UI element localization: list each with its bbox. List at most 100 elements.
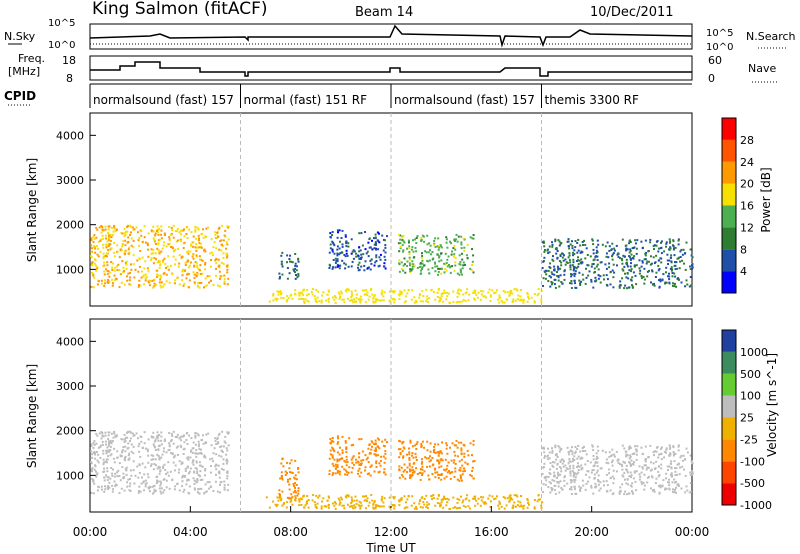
echo-cell (672, 245, 675, 247)
echo-cell (556, 471, 559, 474)
ground-scatter-cell (426, 504, 429, 507)
echo-cell (548, 266, 551, 268)
ground-scatter-cell (339, 295, 342, 298)
echo-cell (159, 278, 162, 281)
echo-cell (182, 475, 185, 478)
ground-scatter-cell (340, 290, 343, 293)
ground-scatter-cell (480, 496, 483, 499)
echo-cell (455, 444, 458, 447)
ground-scatter-cell (403, 495, 406, 498)
ground-scatter-cell (383, 291, 386, 294)
echo-cell (227, 444, 230, 447)
echo-cell (331, 473, 334, 476)
echo-cell (639, 475, 642, 478)
echo-cell (134, 474, 137, 477)
ground-scatter-cell (302, 293, 305, 296)
ground-scatter-cell (280, 293, 282, 296)
ground-scatter-cell (382, 505, 385, 508)
echo-cell (564, 263, 567, 266)
echo-cell (223, 440, 226, 443)
echo-cell (657, 269, 660, 272)
echo-cell (674, 488, 676, 491)
echo-cell (120, 249, 123, 252)
echo-cell (625, 276, 628, 279)
echo-cell (554, 247, 557, 250)
echo-cell (122, 271, 125, 273)
echo-cell (577, 238, 580, 241)
echo-cell (113, 475, 116, 478)
echo-cell (592, 263, 595, 265)
echo-cell (99, 250, 102, 253)
echo-cell (406, 265, 409, 267)
echo-cell (685, 279, 688, 282)
echo-cell (384, 452, 387, 455)
echo-cell (553, 489, 556, 492)
echo-cell (138, 450, 141, 453)
echo-cell (643, 267, 646, 270)
echo-cell (555, 467, 558, 470)
echo-cell (667, 275, 669, 278)
echo-cell (223, 488, 226, 491)
echo-cell (166, 265, 169, 268)
ground-scatter-cell (331, 502, 334, 505)
echo-cell (353, 250, 356, 253)
ground-scatter-cell (479, 298, 482, 301)
echo-cell (397, 242, 400, 245)
ground-scatter-cell (514, 299, 517, 302)
echo-cell (184, 264, 187, 266)
echo-cell (379, 464, 382, 467)
colorbar-tick-label: -100 (740, 455, 765, 468)
echo-cell (225, 265, 228, 268)
ground-scatter-cell (362, 289, 364, 292)
echo-cell (384, 258, 387, 261)
echo-cell (554, 446, 557, 449)
ground-scatter-cell (300, 298, 303, 300)
echo-cell (660, 241, 662, 244)
ground-scatter-cell (393, 507, 396, 510)
echo-cell (294, 486, 296, 489)
echo-cell (571, 247, 574, 250)
echo-cell (212, 254, 214, 257)
ground-scatter-cell (494, 497, 497, 500)
echo-cell (608, 245, 611, 248)
echo-cell (657, 475, 660, 478)
colorbar-tick-label: 1000 (740, 346, 768, 359)
echo-cell (381, 234, 384, 237)
echo-cell (552, 461, 554, 464)
echo-cell (558, 450, 561, 453)
echo-cell (570, 275, 573, 278)
ground-scatter-cell (537, 288, 540, 291)
echo-cell (96, 283, 99, 286)
echo-cell (668, 238, 671, 241)
ground-scatter-cell (372, 507, 375, 510)
ground-scatter-cell (272, 500, 275, 503)
colorbar-swatch (722, 439, 736, 462)
echo-cell (97, 280, 100, 283)
echo-cell (178, 489, 181, 492)
echo-cell (423, 470, 426, 473)
ground-scatter-cell (286, 295, 289, 298)
echo-cell (668, 281, 671, 284)
echo-cell (557, 445, 560, 448)
echo-cell (154, 240, 157, 243)
colorbar-tick-label: 24 (740, 156, 754, 169)
ground-scatter-cell (455, 507, 458, 510)
echo-cell (129, 482, 132, 485)
echo-cell (652, 283, 654, 286)
echo-cell (170, 246, 172, 248)
echo-cell (297, 260, 300, 263)
ground-scatter-cell (498, 500, 501, 503)
echo-cell (113, 224, 116, 227)
echo-cell (623, 461, 626, 464)
echo-cell (661, 279, 664, 282)
ground-scatter-cell (520, 504, 523, 507)
echo-cell (97, 453, 100, 456)
echo-cell (576, 466, 578, 468)
echo-cell (411, 471, 414, 474)
echo-cell (596, 455, 598, 458)
ground-scatter-cell (304, 298, 307, 301)
echo-cell (573, 279, 576, 282)
echo-cell (672, 239, 675, 242)
echo-cell (383, 468, 386, 471)
